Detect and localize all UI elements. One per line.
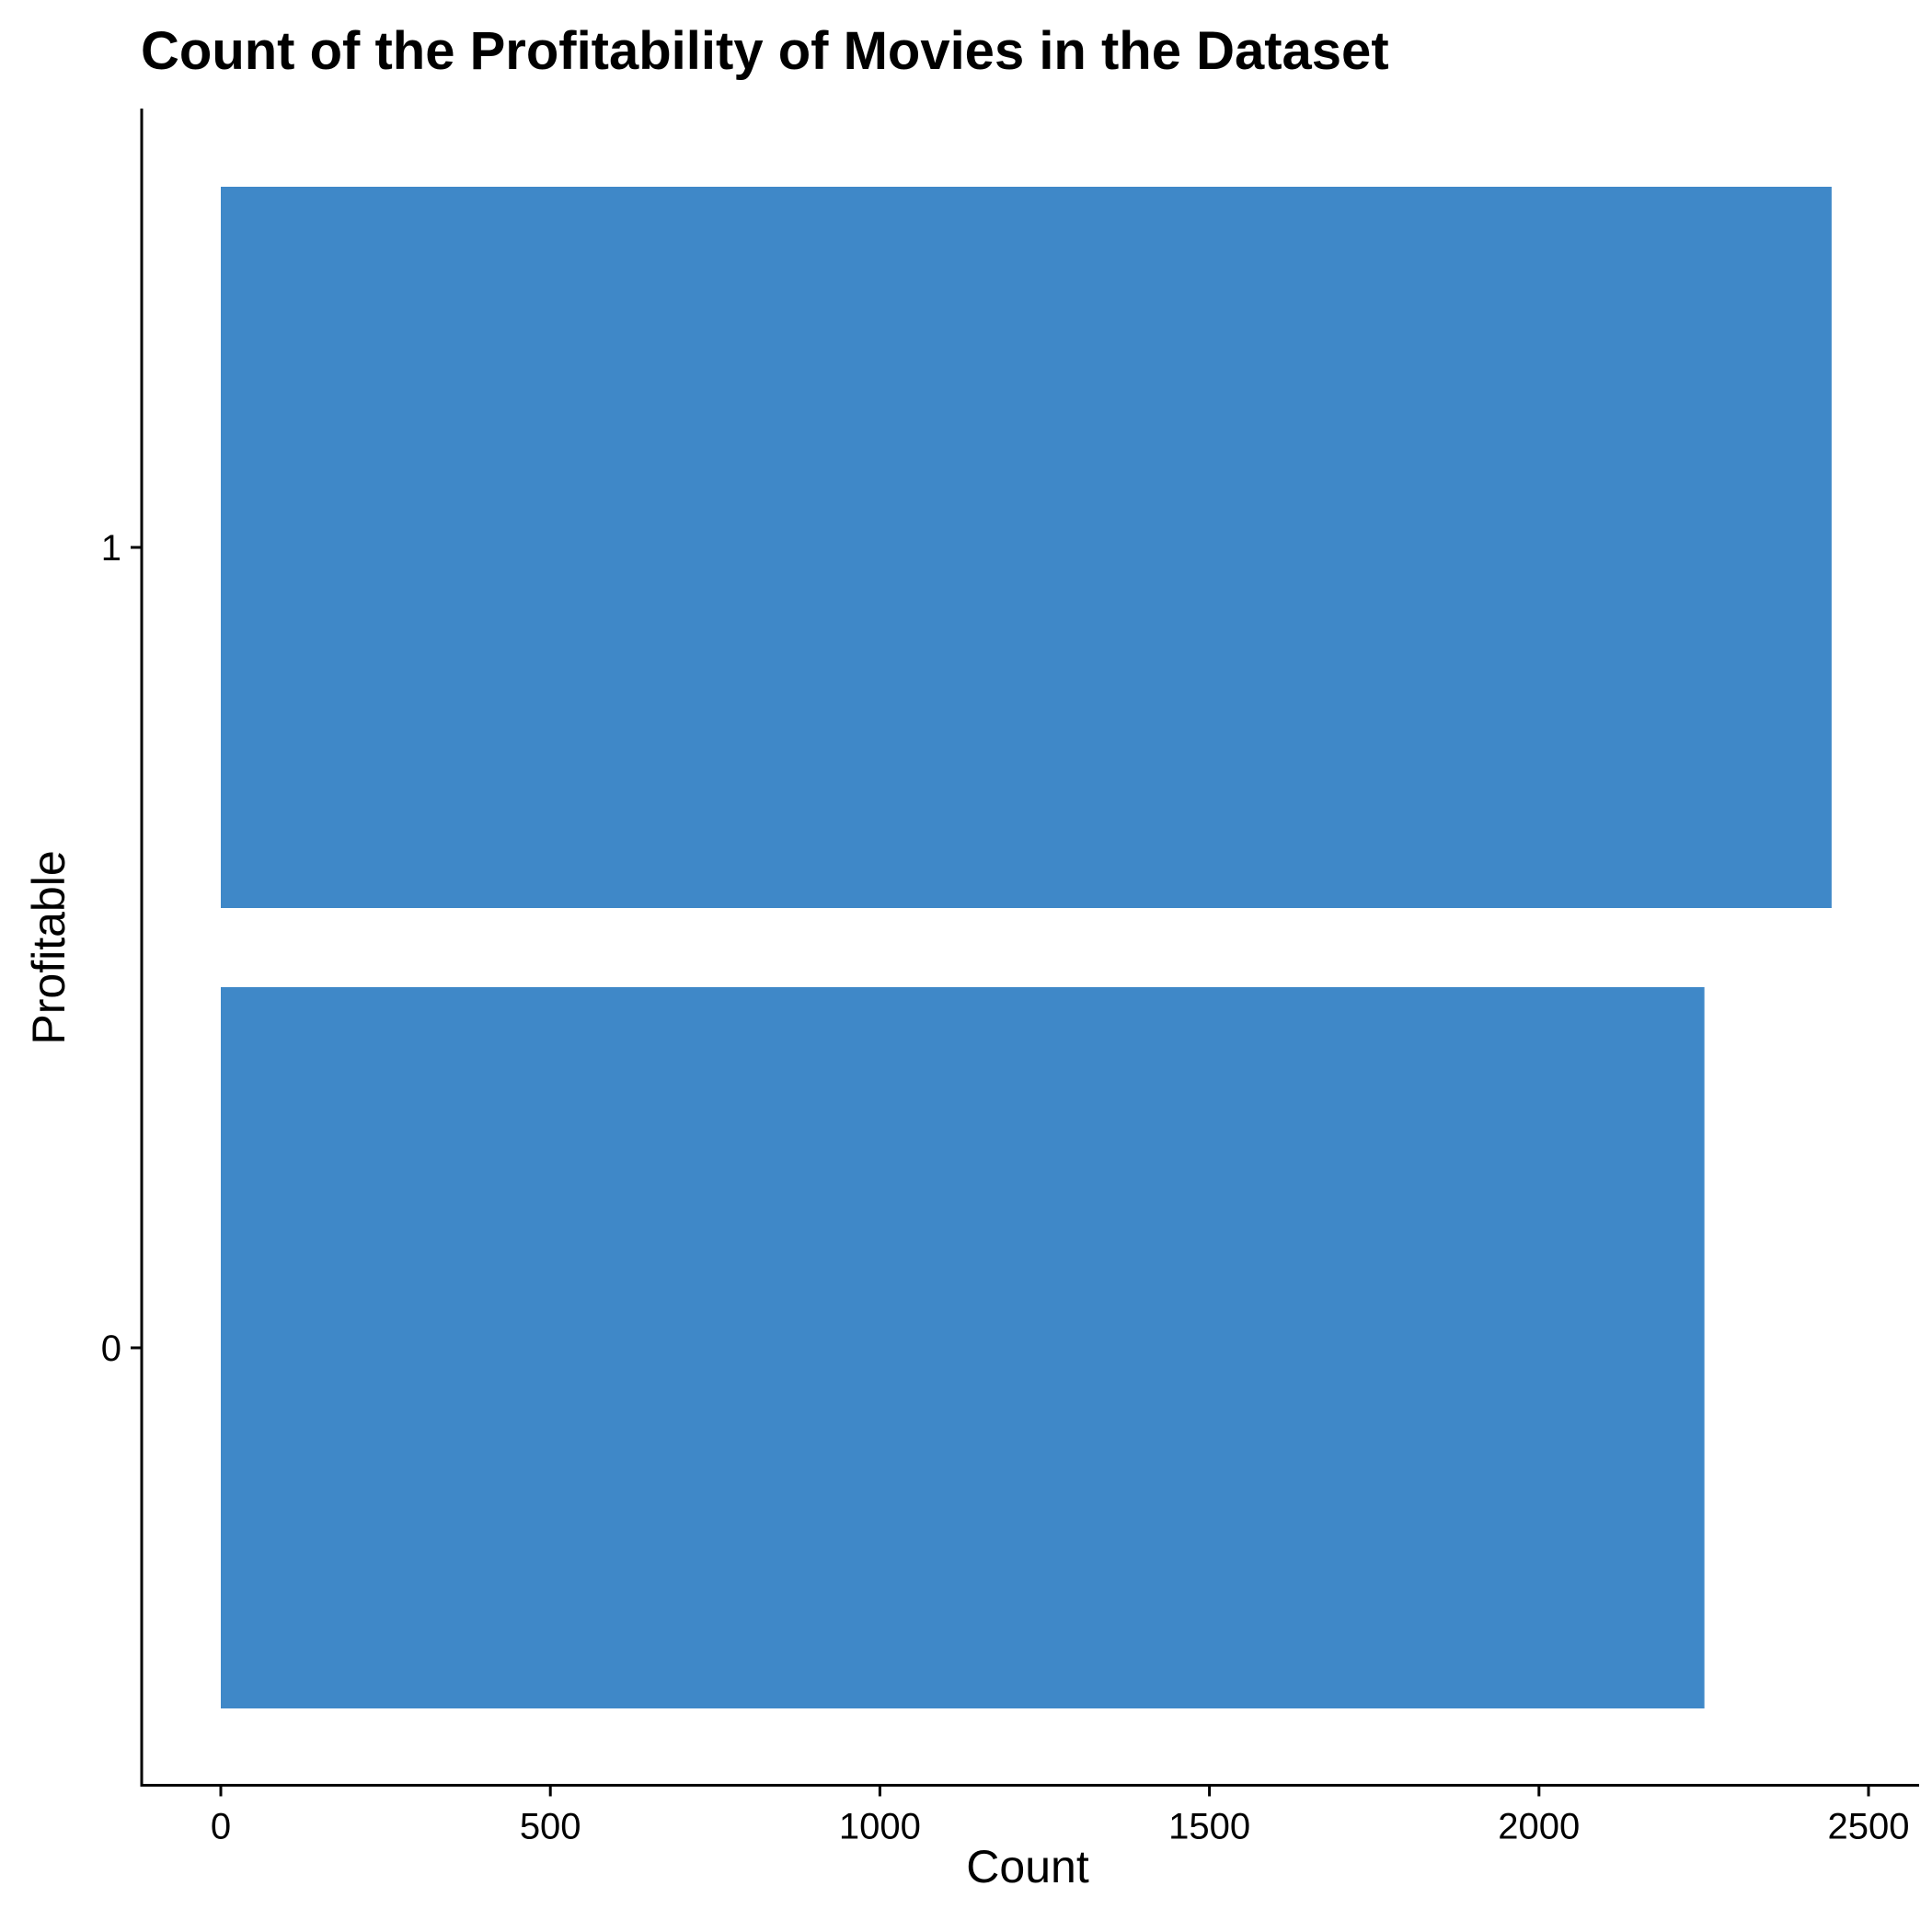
x-tick-label: 2500	[1828, 1807, 1910, 1847]
x-tick-label: 2000	[1498, 1807, 1580, 1847]
bar-0	[221, 987, 1705, 1708]
bar-1	[221, 187, 1832, 908]
bars-group	[221, 187, 1832, 1708]
x-axis-ticks: 0 500 1000 1500 2000 2500	[211, 1785, 1910, 1847]
x-tick-label: 0	[211, 1807, 231, 1847]
chart-title: Count of the Profitability of Movies in …	[141, 21, 1389, 81]
x-axis-label: Count	[966, 1841, 1089, 1892]
x-tick-label: 1000	[839, 1807, 921, 1847]
y-axis-label: Profitable	[23, 850, 75, 1044]
x-tick-label: 1500	[1168, 1807, 1250, 1847]
x-tick-label: 500	[520, 1807, 581, 1847]
y-tick-label: 0	[101, 1328, 121, 1369]
y-axis-ticks: 01	[101, 528, 142, 1369]
y-tick-label: 1	[101, 528, 121, 569]
